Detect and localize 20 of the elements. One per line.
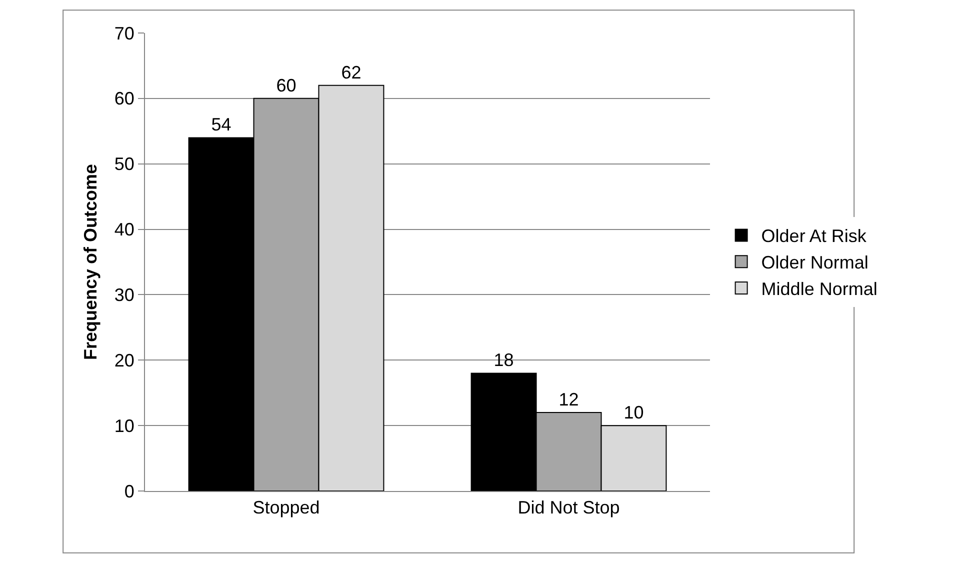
legend-label: Older At Risk [761,226,868,246]
y-tick-label: 20 [114,350,134,370]
y-tick-label: 60 [114,88,134,109]
y-tick-label: 40 [114,220,134,240]
data-label: 62 [341,62,362,82]
data-label: 12 [558,389,579,410]
y-tick-label: 30 [114,285,134,306]
x-tick-label: Stopped [252,498,320,518]
y-tick-label: 10 [114,416,134,436]
data-label: 10 [624,402,644,423]
y-tick-label: 0 [124,481,134,502]
y-tick-label: 50 [114,154,134,174]
x-tick-label: Did Not Stop [518,498,620,518]
data-label: 60 [276,75,296,96]
data-label: 18 [494,350,514,370]
y-axis-title: Frequency of Outcome [80,164,101,360]
data-label: 54 [211,114,232,135]
legend-label: Middle Normal [761,279,878,300]
y-tick-label: 70 [114,23,134,44]
legend-label: Older Normal [761,252,868,273]
